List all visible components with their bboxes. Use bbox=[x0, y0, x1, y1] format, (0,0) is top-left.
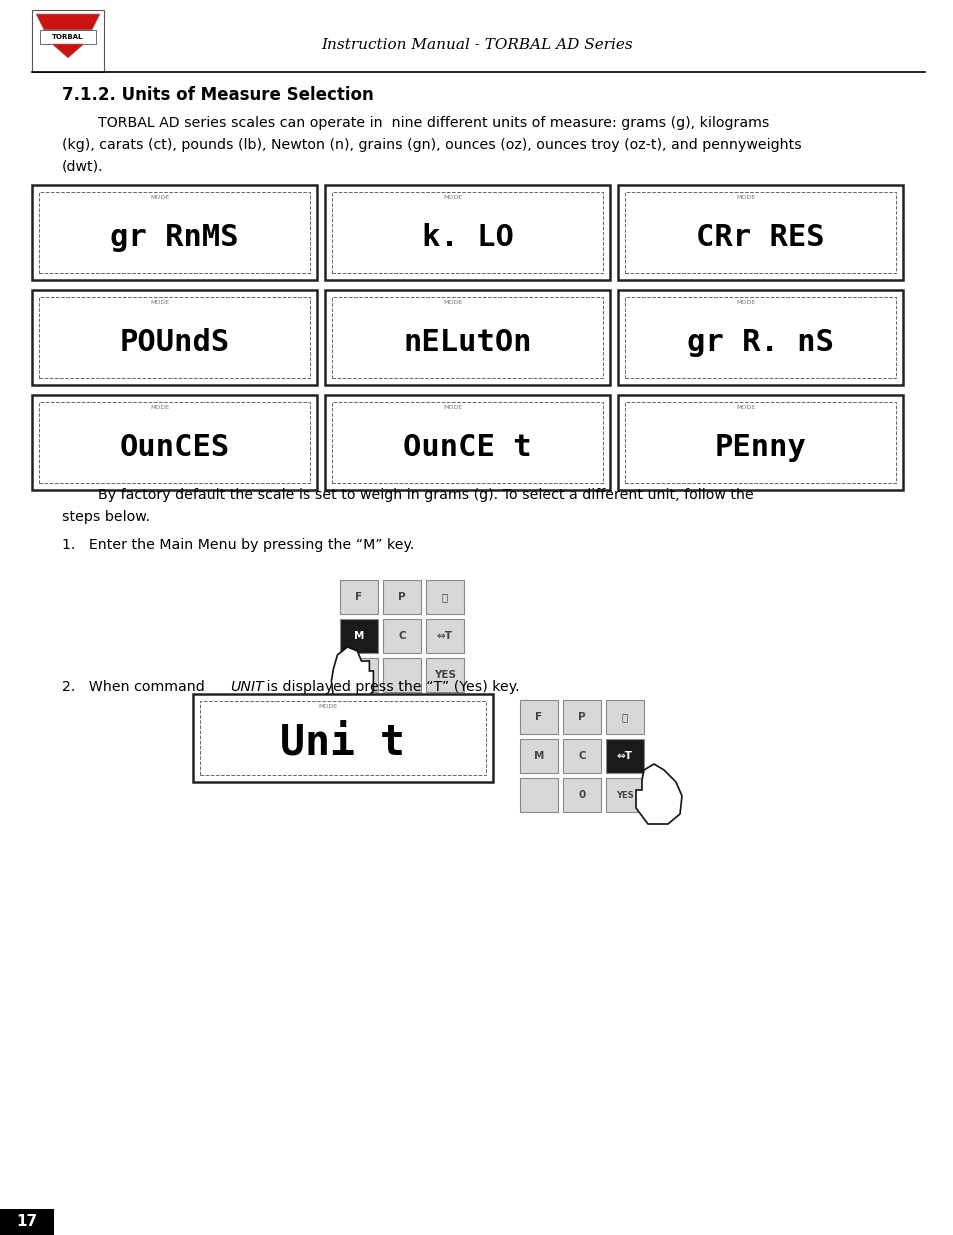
Bar bbox=[200, 701, 485, 776]
Bar bbox=[339, 619, 377, 653]
Text: 7.1.2. Units of Measure Selection: 7.1.2. Units of Measure Selection bbox=[62, 86, 374, 104]
Bar bbox=[426, 658, 463, 692]
Text: MODE: MODE bbox=[443, 405, 462, 410]
Text: P: P bbox=[397, 592, 405, 601]
Text: MODE: MODE bbox=[736, 195, 755, 200]
Bar bbox=[519, 739, 558, 773]
Text: CRr RES: CRr RES bbox=[696, 222, 824, 252]
Bar bbox=[193, 694, 493, 782]
Text: MODE: MODE bbox=[151, 405, 170, 410]
Bar bbox=[618, 290, 902, 385]
Bar bbox=[332, 296, 602, 378]
Bar bbox=[32, 10, 104, 72]
Text: F: F bbox=[535, 713, 542, 722]
Bar bbox=[39, 191, 310, 273]
Text: F: F bbox=[355, 592, 362, 601]
Bar bbox=[426, 619, 463, 653]
Text: By factory default the scale is set to weigh in grams (g). To select a different: By factory default the scale is set to w… bbox=[62, 488, 753, 501]
Text: MODE: MODE bbox=[443, 195, 462, 200]
Bar bbox=[325, 185, 609, 280]
Bar bbox=[624, 296, 895, 378]
Text: ⏻: ⏻ bbox=[441, 592, 448, 601]
Bar bbox=[325, 290, 609, 385]
Text: OunCES: OunCES bbox=[119, 432, 230, 462]
Text: C: C bbox=[578, 751, 585, 761]
Bar bbox=[605, 739, 643, 773]
Bar bbox=[39, 403, 310, 483]
Text: MODE: MODE bbox=[318, 704, 337, 709]
Text: MODE: MODE bbox=[736, 300, 755, 305]
Text: gr RnMS: gr RnMS bbox=[111, 222, 238, 252]
Text: C: C bbox=[397, 631, 405, 641]
Text: 17: 17 bbox=[16, 1214, 37, 1230]
Bar bbox=[382, 658, 420, 692]
Text: YES: YES bbox=[616, 790, 633, 799]
Text: 2.   When command: 2. When command bbox=[62, 680, 209, 694]
Text: POUndS: POUndS bbox=[119, 327, 230, 357]
Text: PEnny: PEnny bbox=[714, 432, 805, 462]
Bar bbox=[624, 191, 895, 273]
Bar bbox=[332, 403, 602, 483]
Text: (dwt).: (dwt). bbox=[62, 161, 104, 174]
Polygon shape bbox=[36, 14, 100, 30]
Text: OunCE t: OunCE t bbox=[403, 432, 531, 462]
Text: ⏻: ⏻ bbox=[621, 713, 627, 722]
Bar bbox=[426, 580, 463, 614]
Bar bbox=[624, 403, 895, 483]
Text: MODE: MODE bbox=[151, 195, 170, 200]
Text: M: M bbox=[534, 751, 543, 761]
Text: MODE: MODE bbox=[443, 300, 462, 305]
Text: is displayed press the “T” (Yes) key.: is displayed press the “T” (Yes) key. bbox=[262, 680, 519, 694]
Bar bbox=[382, 580, 420, 614]
Bar bbox=[332, 191, 602, 273]
Polygon shape bbox=[636, 764, 681, 824]
Bar bbox=[325, 395, 609, 490]
Bar bbox=[605, 778, 643, 811]
Bar bbox=[519, 778, 558, 811]
Text: gr R. nS: gr R. nS bbox=[686, 327, 833, 357]
Text: MODE: MODE bbox=[151, 300, 170, 305]
Bar bbox=[32, 395, 316, 490]
Text: (kg), carats (ct), pounds (lb), Newton (n), grains (gn), ounces (oz), ounces tro: (kg), carats (ct), pounds (lb), Newton (… bbox=[62, 138, 801, 152]
Bar bbox=[618, 185, 902, 280]
Text: k. LO: k. LO bbox=[421, 222, 513, 252]
Text: Uni t: Uni t bbox=[280, 721, 405, 763]
Bar bbox=[605, 700, 643, 734]
Polygon shape bbox=[44, 30, 91, 49]
Text: steps below.: steps below. bbox=[62, 510, 150, 524]
Text: Instruction Manual - TORBAL AD Series: Instruction Manual - TORBAL AD Series bbox=[321, 38, 632, 52]
Polygon shape bbox=[52, 44, 84, 58]
Bar bbox=[339, 580, 377, 614]
Bar bbox=[618, 395, 902, 490]
Text: TORBAL AD series scales can operate in  nine different units of measure: grams (: TORBAL AD series scales can operate in n… bbox=[62, 116, 768, 130]
Text: YES: YES bbox=[434, 671, 456, 680]
Bar bbox=[40, 30, 96, 44]
Bar bbox=[562, 778, 600, 811]
Text: ⇔T: ⇔T bbox=[617, 751, 633, 761]
Text: 1.   Enter the Main Menu by pressing the “M” key.: 1. Enter the Main Menu by pressing the “… bbox=[62, 538, 414, 552]
Bar bbox=[0, 1209, 54, 1235]
Bar bbox=[32, 290, 316, 385]
Bar bbox=[562, 700, 600, 734]
Bar bbox=[562, 739, 600, 773]
Text: P: P bbox=[578, 713, 585, 722]
Text: nELutOn: nELutOn bbox=[403, 327, 531, 357]
Bar bbox=[519, 700, 558, 734]
Bar bbox=[382, 619, 420, 653]
Text: ⇔T: ⇔T bbox=[436, 631, 453, 641]
Text: TORBAL: TORBAL bbox=[52, 35, 84, 40]
Polygon shape bbox=[331, 647, 373, 705]
Bar bbox=[39, 296, 310, 378]
Text: M: M bbox=[354, 631, 364, 641]
Bar bbox=[339, 658, 377, 692]
Text: MODE: MODE bbox=[736, 405, 755, 410]
Bar bbox=[32, 185, 316, 280]
Text: 0: 0 bbox=[578, 790, 585, 800]
Text: UNIT: UNIT bbox=[230, 680, 263, 694]
